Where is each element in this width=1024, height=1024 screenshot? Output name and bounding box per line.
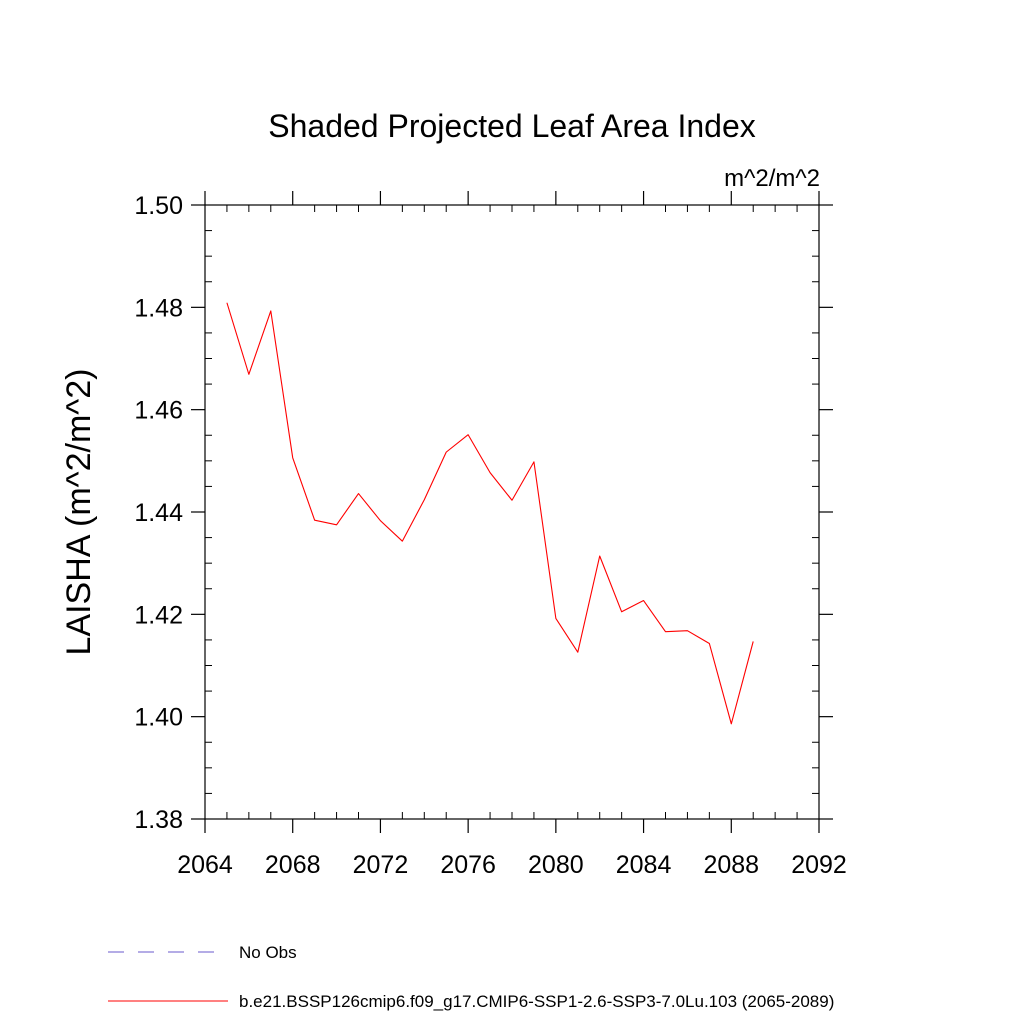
y-tick-label: 1.42 <box>134 601 183 629</box>
x-tick-label: 2088 <box>703 851 759 879</box>
axis-ticks: 2064 2068 2072 2076 2080 2084 2088 2092 1.38 1.40… <box>134 191 847 879</box>
y-tick-label: 1.46 <box>134 397 183 425</box>
series-line <box>226 302 754 725</box>
x-tick-label: 2064 <box>177 851 233 879</box>
y-tick-label: 1.44 <box>134 499 183 527</box>
legend: No Obs b.e21.BSSP126cmip6.f09_g17.CMIP6-S… <box>108 943 834 1011</box>
legend-label: b.e21.BSSP126cmip6.f09_g17.CMIP6-SSP1-2.… <box>239 992 834 1011</box>
y-tick-label: 1.38 <box>134 806 183 834</box>
y-tick-label: 1.50 <box>134 192 183 220</box>
units-label: m^2/m^2 <box>724 165 820 192</box>
y-tick-label: 1.48 <box>134 294 183 322</box>
legend-label: No Obs <box>239 943 297 962</box>
x-tick-label: 2068 <box>265 851 321 879</box>
y-tick-label: 1.40 <box>134 704 183 732</box>
x-tick-label: 2080 <box>528 851 584 879</box>
x-tick-label: 2076 <box>440 851 496 879</box>
x-tick-label: 2084 <box>616 851 672 879</box>
chart-title: Shaded Projected Leaf Area Index <box>268 108 755 144</box>
x-tick-label: 2092 <box>791 851 847 879</box>
plot-frame <box>204 204 820 820</box>
y-axis-label: LAISHA (m^2/m^2) <box>60 369 98 656</box>
plot-area <box>226 302 754 725</box>
x-tick-label: 2072 <box>353 851 409 879</box>
